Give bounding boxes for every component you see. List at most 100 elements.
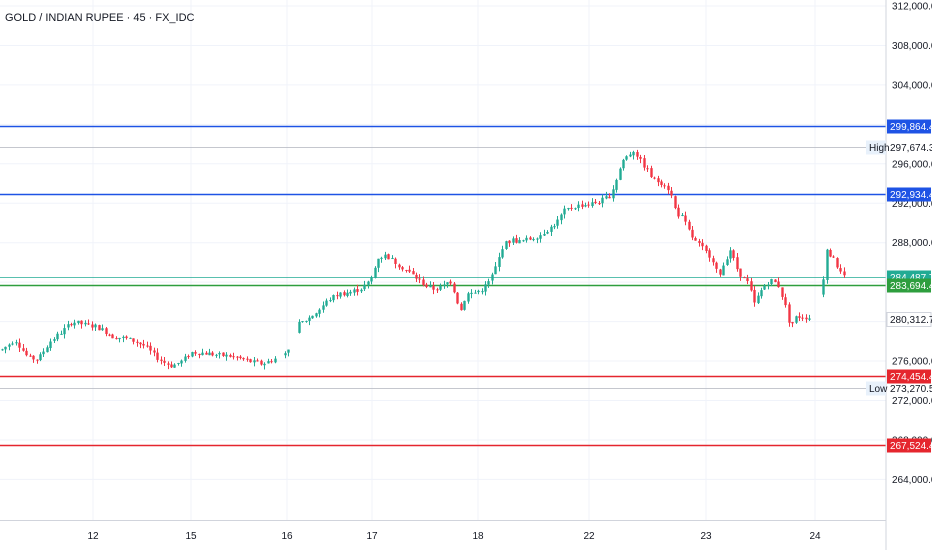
time-tick-label: 22: [583, 531, 595, 542]
candle-body: [15, 342, 18, 344]
candle-body: [63, 328, 66, 335]
candle-body: [795, 316, 798, 323]
candle-body: [1, 349, 4, 351]
candle-body: [791, 322, 794, 324]
price-tick-label: 296,000.0: [892, 159, 932, 170]
support-pivot-label: 283,694.4: [890, 281, 932, 292]
candle-body: [370, 277, 373, 282]
support-1-label: 274,454.4: [890, 372, 932, 383]
candle-body: [653, 177, 656, 179]
candle-body: [522, 240, 525, 242]
candle-body: [136, 341, 139, 343]
resistance-2-label-box: [887, 119, 931, 134]
candle-body: [98, 325, 101, 331]
candle-body: [298, 321, 301, 333]
candle-body: [560, 214, 563, 221]
candle-body: [91, 324, 94, 328]
candle-body: [8, 344, 11, 347]
chart-title: GOLD / INDIAN RUPEE · 45 · FX_IDC: [5, 12, 195, 24]
candle-body: [467, 293, 470, 302]
candle-body: [767, 284, 770, 286]
candle-body: [470, 292, 473, 294]
candle-body: [443, 284, 446, 286]
candle-body: [608, 196, 611, 199]
candle-body: [446, 282, 449, 285]
candle-body: [256, 360, 259, 362]
low-tag-box: [866, 381, 886, 396]
candle-body: [598, 203, 601, 205]
candle-body: [53, 339, 56, 341]
candle-body: [629, 154, 632, 157]
candle-body: [581, 204, 584, 207]
candle-body: [363, 284, 366, 290]
candle-body: [418, 278, 421, 280]
candle-body: [498, 257, 501, 267]
low-tag: Low: [869, 384, 888, 395]
candle-body: [622, 159, 625, 169]
candle-body: [743, 277, 746, 279]
time-tick-label: 12: [87, 531, 99, 542]
candle-body: [839, 268, 842, 272]
candle-body: [101, 328, 104, 331]
candle-body: [650, 168, 653, 178]
candle-body: [49, 341, 52, 349]
candle-body: [349, 291, 352, 294]
candle-body: [563, 208, 566, 215]
candle-body: [798, 316, 801, 318]
candle-body: [481, 291, 484, 293]
price-axis[interactable]: 312,000.0 308,000.0 304,000.0 296,000.0 288,…: [892, 2, 932, 486]
candle-body: [353, 289, 356, 293]
candle-body: [612, 189, 615, 199]
high-tag-box: [866, 140, 886, 155]
candle-body: [225, 354, 228, 357]
candle-body: [556, 219, 559, 226]
candle-body: [601, 197, 604, 204]
candle-body: [487, 281, 490, 285]
candle-body: [329, 300, 332, 302]
candle-body: [691, 229, 694, 238]
time-tick-label: 24: [809, 531, 821, 542]
candle-body: [619, 168, 622, 180]
candle-body: [32, 355, 35, 360]
price-tick-label: 272,000.0: [892, 396, 932, 407]
candle-body: [832, 256, 835, 258]
candle-body: [432, 285, 435, 290]
time-axis[interactable]: 12 15 16 17 18 22 23 24: [87, 531, 821, 542]
candle-body: [643, 158, 646, 168]
resistance-2-label: 299,864.4: [890, 122, 932, 133]
candle-body: [543, 234, 546, 236]
candle-body: [173, 364, 176, 368]
time-tick-label: 18: [472, 531, 484, 542]
price-tick-label: 304,000.0: [892, 80, 932, 91]
time-tick-label: 17: [366, 531, 378, 542]
candle-body: [198, 353, 201, 356]
candle-body: [550, 226, 553, 232]
candle-body: [781, 287, 784, 297]
candle-body: [425, 284, 428, 288]
candle-body: [29, 355, 32, 357]
candle-body: [801, 317, 804, 319]
candle-body: [512, 238, 515, 243]
candle-body: [215, 354, 218, 356]
candle-body: [274, 358, 277, 363]
candle-body: [36, 359, 39, 361]
candle-body: [712, 258, 715, 263]
candle-body: [774, 279, 777, 283]
candle-body: [705, 245, 708, 252]
high-tag: High: [869, 143, 890, 154]
candle-body: [677, 207, 680, 217]
candle-body: [184, 356, 187, 361]
candle-body: [222, 352, 225, 356]
candle-body: [412, 271, 415, 275]
candle-body: [453, 283, 456, 293]
candle-body: [263, 363, 266, 366]
candle-body: [343, 292, 346, 296]
candle-body: [456, 292, 459, 304]
candle-body: [657, 178, 660, 183]
time-tick-label: 16: [281, 531, 293, 542]
candle-body: [605, 196, 608, 199]
candle-body: [594, 201, 597, 204]
candle-body: [463, 300, 466, 310]
candle-body: [732, 250, 735, 258]
